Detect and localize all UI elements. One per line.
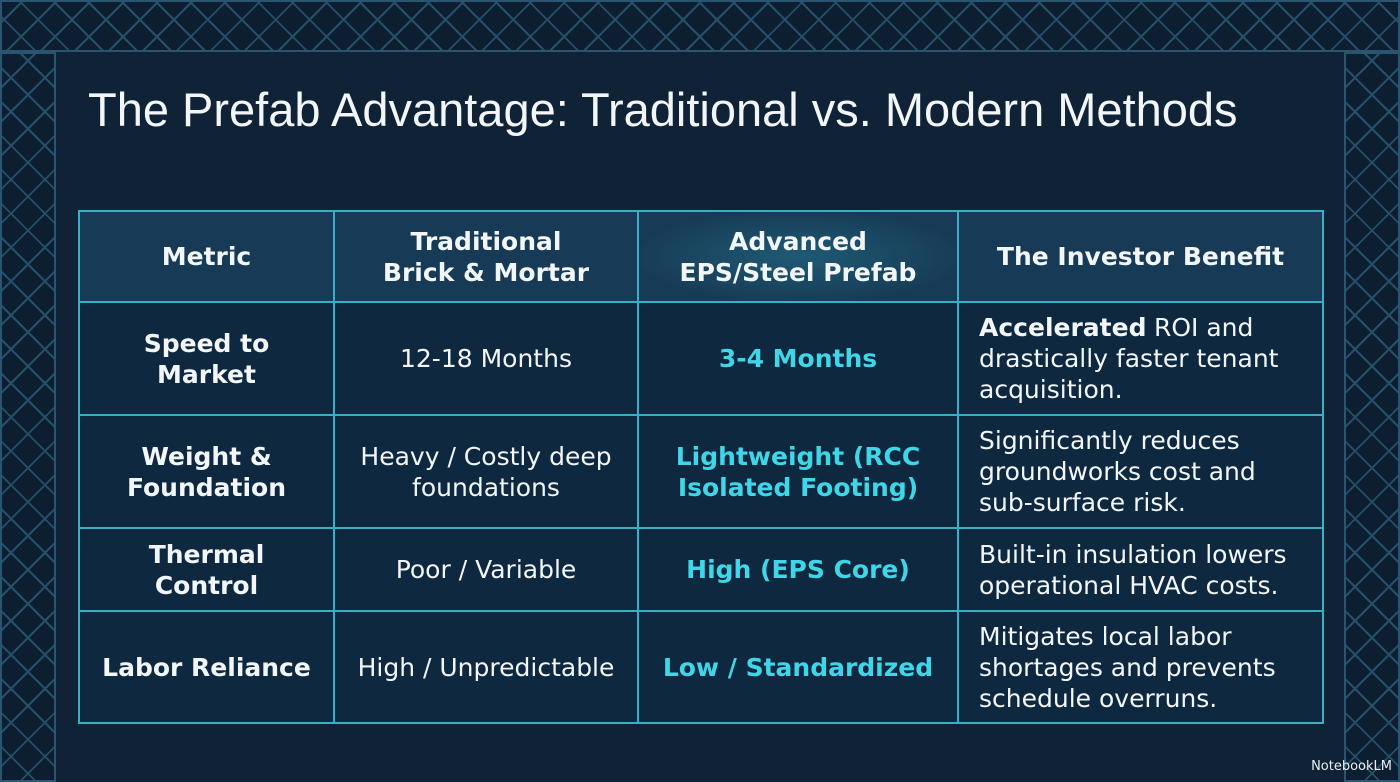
truss-band (0, 0, 1400, 52)
header-cell: Advanced EPS/Steel Prefab (637, 210, 959, 303)
table-cell: Significantly reduces groundworks cost a… (957, 414, 1324, 529)
table-cell: Poor / Variable (333, 527, 639, 612)
table-cell: Built-in insulation lowers operational H… (957, 527, 1324, 612)
cell-text: Mitigates local labor shortages and prev… (979, 621, 1276, 713)
header-cell: Metric (78, 210, 335, 303)
table-cell: High / Unpredictable (333, 610, 639, 724)
table-cell: Speed to Market (78, 301, 335, 416)
table-row: Labor Reliance High / Unpredictable Low / … (78, 610, 1324, 724)
truss-band (0, 52, 56, 782)
cell-text: Significantly reduces groundworks cost a… (979, 426, 1256, 517)
slide-title: The Prefab Advantage: Traditional vs. Mo… (88, 83, 1238, 136)
table-cell: Low / Standardized (637, 610, 959, 724)
header-cell: The Investor Benefit (957, 210, 1324, 303)
table-cell: Labor Reliance (78, 610, 335, 724)
header-text: The Investor Benefit (996, 242, 1285, 271)
footer-logo: NotebookLM (1311, 759, 1392, 774)
comparison-table: Metric Traditional Brick & Mortar Advanced E… (78, 210, 1324, 724)
header-text: Advanced (729, 226, 867, 256)
table-cell: Mitigates local labor shortages and prev… (957, 610, 1324, 724)
table-cell: Thermal Control (78, 527, 335, 612)
table-body: Speed to Market 12-18 Months 3-4 Months Acc… (78, 301, 1324, 724)
table-cell: Lightweight (RCC Isolated Footing) (637, 414, 959, 529)
header-text: Brick & Mortar (382, 257, 590, 287)
header-text: Metric (161, 242, 252, 271)
table-row: Weight & Foundation Heavy / Costly deep f… (78, 414, 1324, 529)
header-row: Metric Traditional Brick & Mortar Advanced E… (78, 210, 1324, 303)
table-cell: 12-18 Months (333, 301, 639, 416)
emphasis-text: Accelerated (979, 313, 1147, 342)
cell-text: Built-in insulation lowers operational H… (979, 539, 1287, 600)
header-text: EPS/Steel Prefab (679, 257, 917, 287)
truss-band (1344, 52, 1400, 782)
table-row: Thermal Control Poor / Variable High (EPS … (78, 527, 1324, 612)
cell-text: ROI and drastically faster tenant acquis… (979, 313, 1279, 404)
table-cell: High (EPS Core) (637, 527, 959, 612)
header-cell: Traditional Brick & Mortar (333, 210, 639, 303)
table-cell: Accelerated ROI and drastically faster te… (957, 301, 1324, 416)
table-row: Speed to Market 12-18 Months 3-4 Months Acc… (78, 301, 1324, 416)
table-cell: 3-4 Months (637, 301, 959, 416)
header-text: Traditional (410, 226, 562, 256)
table-cell: Heavy / Costly deep foundations (333, 414, 639, 529)
table-cell: Weight & Foundation (78, 414, 335, 529)
